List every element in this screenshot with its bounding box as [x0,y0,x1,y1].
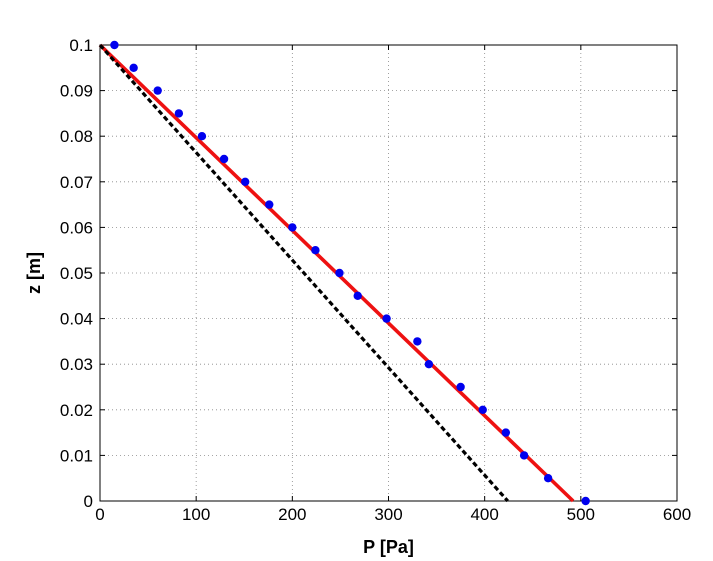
data-point [424,360,434,369]
data-point [311,246,320,255]
x-tick-label: 600 [663,505,691,524]
data-point [413,337,422,346]
y-tick-label: 0.1 [69,36,93,55]
y-axis-label: z [m] [24,252,44,294]
x-tick-label: 300 [374,505,402,524]
y-tick-label: 0.02 [60,401,93,420]
y-tick-label: 0 [84,492,93,511]
y-tick-label: 0.08 [60,127,93,146]
data-point [353,291,362,300]
data-point [197,132,207,141]
data-point [265,200,274,209]
grid [99,44,678,502]
axis-ticks: 0 100 200 300 400 500 600 0 0.01 0.02 0.03 0.04 0.05… [60,36,691,524]
x-axis-label: P [Pa] [363,537,414,557]
y-tick-label: 0.03 [60,355,93,374]
y-tick-label: 0.05 [60,264,93,283]
dashed-series-line [98,43,509,503]
data-series [98,40,590,506]
x-tick-label: 100 [182,505,210,524]
x-tick-label: 400 [470,505,498,524]
y-tick-label: 0.01 [60,446,93,465]
data-point [219,154,229,164]
x-tick-label: 200 [278,505,306,524]
y-tick-label: 0.04 [60,310,93,329]
data-point [519,451,529,460]
data-point [478,405,487,414]
data-point [174,109,184,118]
data-point [543,474,553,483]
data-point [335,268,344,278]
y-tick-label: 0.09 [60,82,93,101]
x-tick-label: 500 [567,505,595,524]
data-point [581,496,590,506]
y-tick-label: 0.06 [60,218,93,237]
data-point [382,314,391,323]
data-point [241,177,250,186]
data-point [288,223,297,232]
y-tick-label: 0.07 [60,173,93,192]
data-point [153,86,162,95]
data-point [129,63,138,72]
data-point [456,382,465,392]
data-point [110,40,119,50]
data-point [501,428,511,437]
x-tick-label: 0 [95,505,104,524]
